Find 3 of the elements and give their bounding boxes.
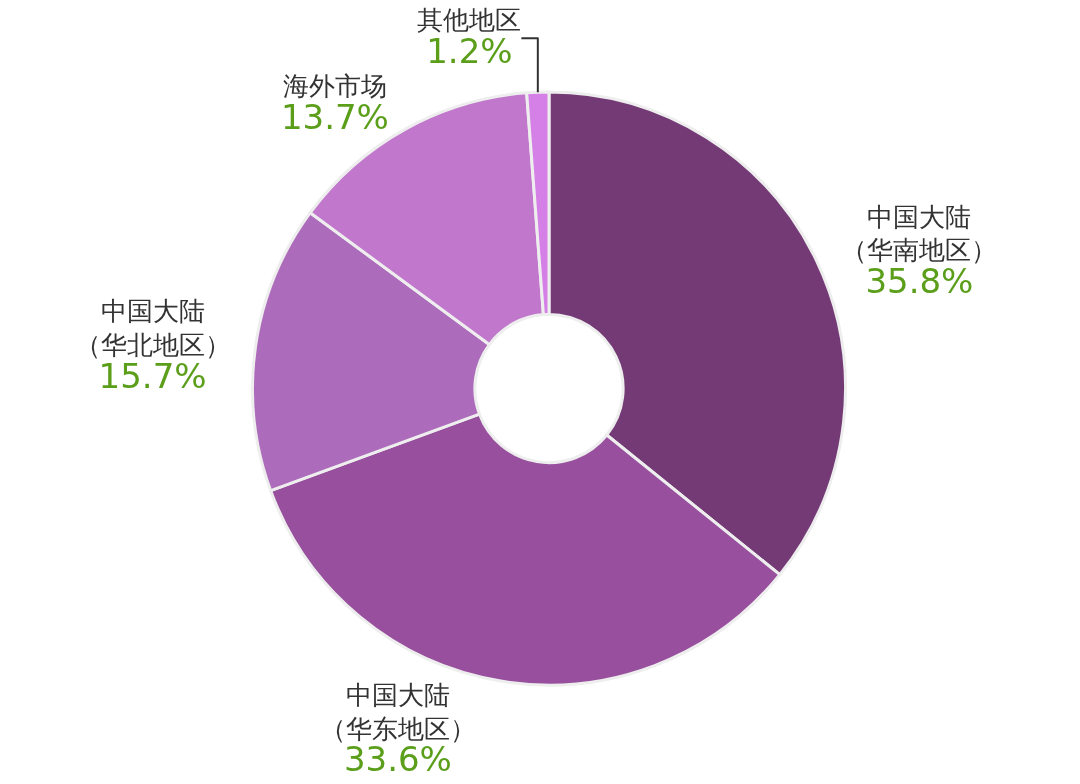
slice-label: 其他地区 bbox=[417, 5, 522, 36]
slice-label: 中国大陆（华南地区） bbox=[841, 201, 998, 266]
slice-label: 中国大陆（华北地区） bbox=[74, 295, 231, 360]
